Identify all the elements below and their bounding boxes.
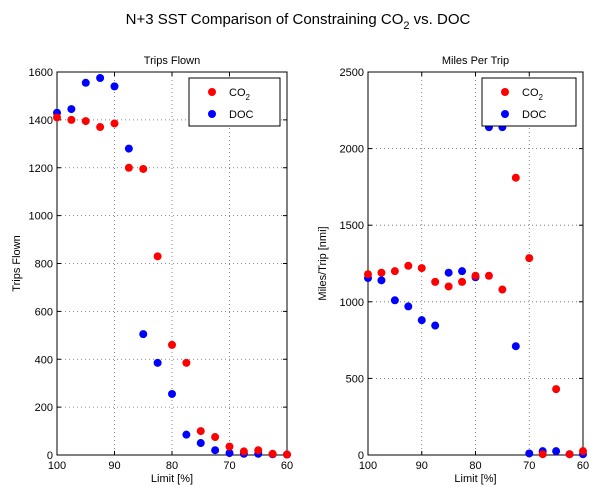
panel-title: Trips Flown [144, 55, 200, 67]
y-tick-label: 1200 [29, 163, 53, 175]
data-point-doc [139, 330, 147, 338]
data-point-co2 [211, 433, 219, 441]
data-point-co2 [139, 165, 147, 173]
data-point-co2 [125, 164, 133, 172]
y-tick-label: 600 [35, 306, 53, 318]
data-point-doc [111, 82, 119, 90]
y-tick-label: 1000 [340, 297, 364, 309]
data-point-co2 [254, 446, 262, 454]
data-point-doc [391, 296, 399, 304]
panel-title: Miles Per Trip [442, 55, 509, 67]
data-point-co2 [539, 450, 547, 458]
data-point-doc [512, 342, 520, 350]
y-tick-label: 2000 [340, 144, 364, 156]
y-tick-label: 1600 [29, 67, 53, 79]
data-point-co2 [53, 113, 61, 121]
data-point-doc [525, 449, 533, 457]
data-point-co2 [96, 123, 104, 131]
data-point-co2 [197, 427, 205, 435]
legend-marker-co2 [208, 88, 216, 96]
data-point-co2 [458, 278, 466, 286]
x-tick-label: 90 [108, 460, 120, 472]
y-tick-label: 400 [35, 354, 53, 366]
data-point-doc [404, 302, 412, 310]
y-tick-label: 200 [35, 402, 53, 414]
data-point-doc [182, 431, 190, 439]
data-point-co2 [418, 264, 426, 272]
y-tick-label: 800 [35, 259, 53, 271]
x-tick-label: 70 [223, 460, 235, 472]
data-point-doc [431, 322, 439, 330]
y-axis-label: Trips Flown [11, 235, 23, 291]
data-point-co2 [82, 117, 90, 125]
data-point-co2 [391, 267, 399, 275]
data-point-co2 [512, 174, 520, 182]
x-tick-label: 80 [166, 460, 178, 472]
data-point-co2 [182, 359, 190, 367]
data-point-doc [125, 145, 133, 153]
y-tick-label: 1500 [340, 220, 364, 232]
y-tick-label: 1400 [29, 115, 53, 127]
data-point-doc [445, 269, 453, 277]
legend-label-doc: DOC [522, 109, 547, 121]
data-point-co2 [472, 272, 480, 280]
data-point-co2 [431, 278, 439, 286]
data-point-co2 [552, 385, 560, 393]
x-axis-label: Limit [%] [454, 473, 496, 485]
legend-marker-doc [501, 110, 509, 118]
x-tick-label: 70 [523, 460, 535, 472]
data-point-co2 [498, 286, 506, 294]
data-point-co2 [154, 252, 162, 260]
data-point-co2 [168, 341, 176, 349]
data-point-doc [154, 359, 162, 367]
legend-label-doc: DOC [229, 109, 254, 121]
data-point-doc [67, 105, 75, 113]
data-point-co2 [283, 451, 291, 459]
data-point-co2 [566, 450, 574, 458]
data-point-doc [197, 439, 205, 447]
data-point-co2 [579, 447, 587, 455]
data-point-co2 [485, 272, 493, 280]
data-point-co2 [364, 270, 372, 278]
data-point-co2 [226, 443, 234, 451]
legend-marker-co2 [501, 88, 509, 96]
data-point-doc [96, 74, 104, 82]
plot-area [368, 72, 583, 455]
x-axis-label: Limit [%] [151, 473, 193, 485]
data-point-doc [168, 390, 176, 398]
data-point-doc [418, 316, 426, 324]
x-tick-label: 100 [359, 460, 377, 472]
y-axis-label: Miles/Trip [nmi] [317, 226, 329, 300]
data-point-doc [552, 447, 560, 455]
x-tick-label: 80 [469, 460, 481, 472]
x-tick-label: 60 [577, 460, 589, 472]
data-point-co2 [240, 447, 248, 455]
x-tick-label: 60 [281, 460, 293, 472]
y-tick-label: 1000 [29, 211, 53, 223]
y-tick-label: 500 [346, 373, 364, 385]
y-tick-label: 2500 [340, 67, 364, 79]
data-point-co2 [404, 262, 412, 270]
data-point-co2 [525, 254, 533, 262]
data-point-co2 [111, 119, 119, 127]
x-tick-label: 100 [48, 460, 66, 472]
data-point-doc [377, 276, 385, 284]
data-point-doc [211, 446, 219, 454]
x-tick-label: 90 [416, 460, 428, 472]
data-point-doc [458, 267, 466, 275]
data-point-co2 [67, 116, 75, 124]
legend-marker-doc [208, 110, 216, 118]
data-point-doc [82, 79, 90, 87]
data-point-co2 [445, 282, 453, 290]
data-point-co2 [377, 269, 385, 277]
data-point-co2 [269, 450, 277, 458]
